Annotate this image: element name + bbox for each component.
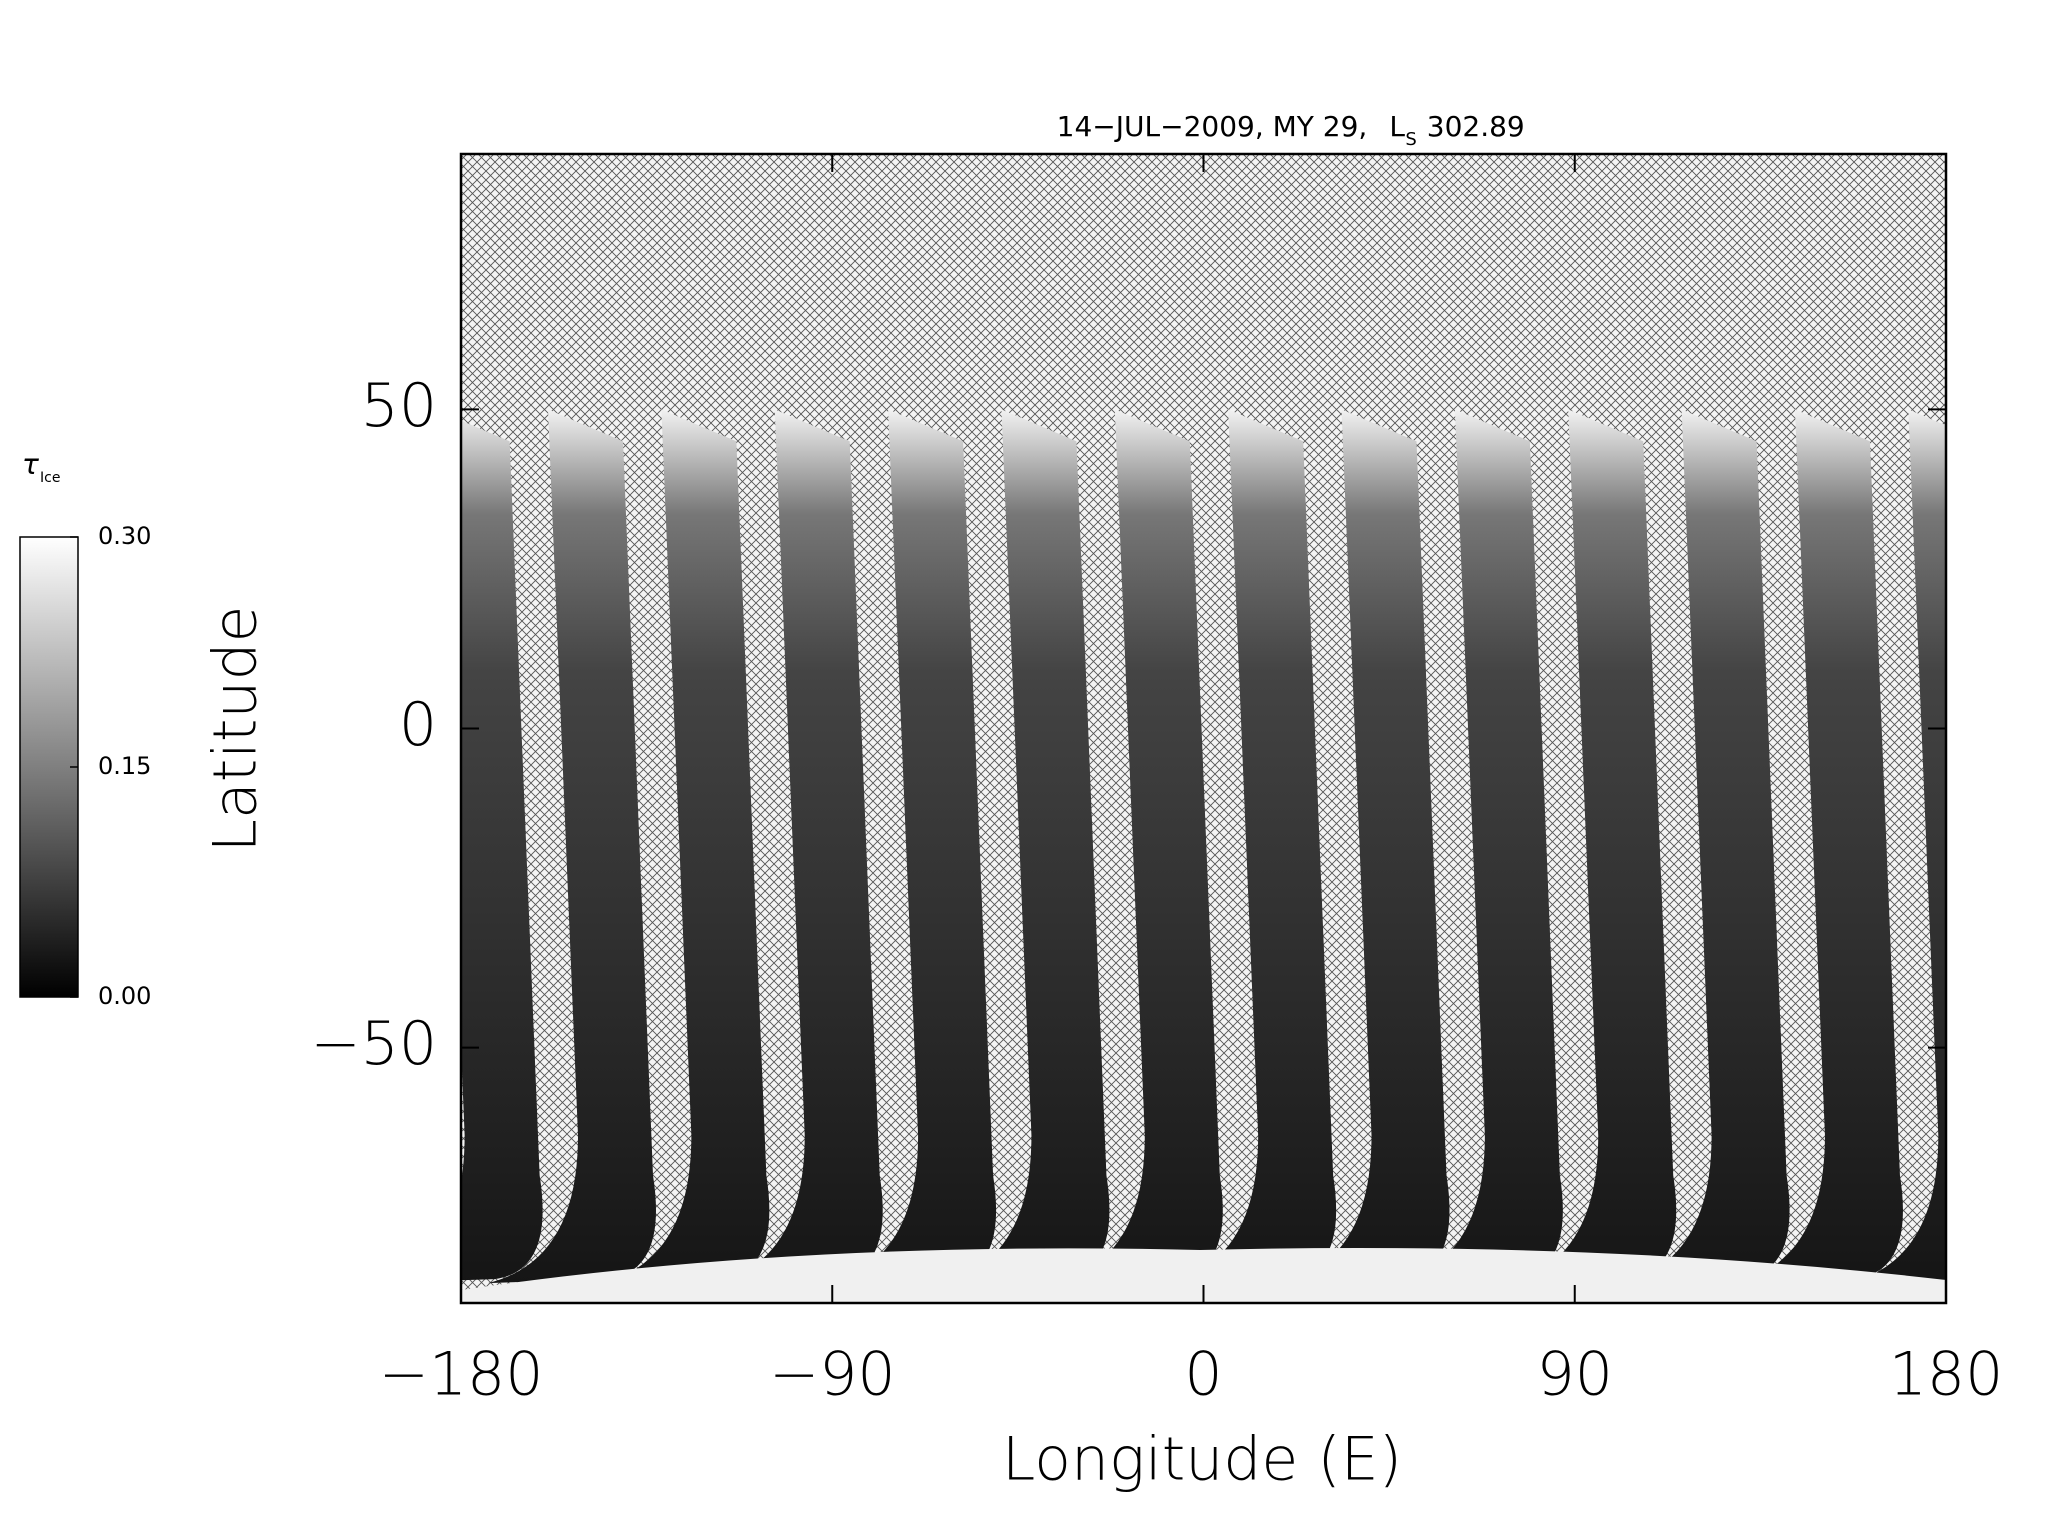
colorbar-tick-label: 0.30 (98, 522, 151, 550)
title-symbol: L (1389, 110, 1405, 143)
x-tick-label: −90 (769, 1340, 896, 1410)
swath (1281, 409, 1450, 1284)
swath (1394, 409, 1563, 1284)
x-tick-label: −180 (379, 1340, 544, 1410)
colorbar-label-sub: Ice (40, 470, 60, 486)
swath (941, 409, 1110, 1284)
y-axis-label: Latitude (201, 606, 271, 853)
colorbar (19, 536, 79, 998)
plot-area (461, 154, 2048, 1303)
y-tick-label: 0 (399, 690, 437, 760)
colorbar-tick-label: 0.15 (98, 752, 151, 780)
swath (714, 409, 883, 1284)
colorbar-tick-label: 0.00 (98, 982, 151, 1010)
title-symbol-sub: S (1405, 129, 1416, 150)
swath (1848, 409, 1946, 1284)
swaths (461, 409, 2048, 1284)
swath (461, 420, 543, 1281)
x-tick-label: 90 (1537, 1340, 1613, 1410)
swath (1168, 409, 1337, 1284)
title-value: 302.89 (1427, 110, 1525, 143)
y-tick-label: 50 (361, 371, 437, 441)
swath (1734, 409, 1903, 1284)
swath (601, 409, 770, 1284)
x-tick-label: 180 (1889, 1340, 2004, 1410)
swath (828, 409, 997, 1284)
x-axis-label: Longitude (E) (1002, 1425, 1402, 1495)
swath (1508, 409, 1677, 1284)
swath (1962, 409, 2048, 1283)
colorbar-label: τ (22, 448, 39, 481)
swath (488, 409, 656, 1284)
swath (1054, 409, 1223, 1284)
chart-title: 14−JUL−2009, MY 29, (1057, 110, 1368, 143)
y-tick-label: −50 (310, 1009, 437, 1079)
x-tick-label: 0 (1184, 1340, 1222, 1410)
swath (1621, 409, 1790, 1284)
